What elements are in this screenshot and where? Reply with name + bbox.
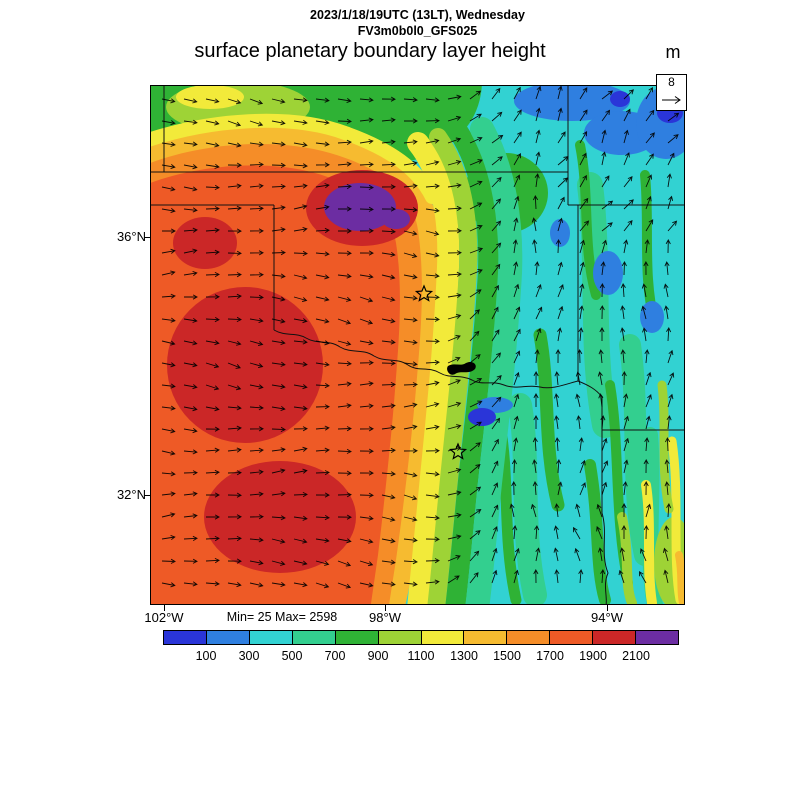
colorbar-tick-label: 500 [281,649,303,663]
pbl-top-yellow [176,85,244,109]
colorbar-tick-label: 1300 [450,649,478,663]
axis-tick [607,605,608,611]
map-area [150,85,685,605]
lake-blob [447,361,476,375]
page-title: surface planetary boundary layer height [194,40,546,62]
lon-tick-label-98w: 98°W [369,610,401,625]
lat-tick-label-32n: 32°N [116,487,146,502]
colorbar-cell [507,630,551,645]
colorbar-tick-label: 700 [324,649,346,663]
reference-arrow-icon [661,96,681,104]
colorbar-tick-label: 900 [367,649,389,663]
pbl-max-purple-blob [324,183,410,231]
lon-tick-label-94w: 94°W [591,610,623,625]
colorbar-cell [378,630,422,645]
reference-vector-box: 8 [656,74,687,111]
colorbar-cell [593,630,637,645]
axis-tick [385,605,386,611]
colorbar-cell [421,630,465,645]
colorbar-cell [163,630,207,645]
colorbar-cell [249,630,293,645]
colorbar-cell [206,630,250,645]
colorbar-tick-label: 1700 [536,649,564,663]
colorbar [163,630,680,645]
pbl-transition-bands [150,113,523,605]
header-datetime: 2023/1/18/19UTC (13LT), Wednesday [310,8,525,22]
wind-arrows [161,85,680,589]
state-borders [150,85,685,605]
reference-vector-value: 8 [668,75,675,89]
lon-tick-label-102w: 102°W [144,610,184,625]
unit-label: m [665,42,681,62]
axis-tick [144,495,150,496]
colorbar-cell [335,630,379,645]
map-frame [150,85,685,605]
colorbar-tick-label: 100 [195,649,217,663]
colorbar-cell [464,630,508,645]
colorbar-cell [292,630,336,645]
minmax-label: Min= 25 Max= 2598 [226,610,338,624]
city-star-marker [414,284,434,302]
colorbar-tick-label: 1100 [407,649,435,663]
axis-tick [144,237,150,238]
pbl-deepblue-spot [468,408,496,426]
axis-tick [164,605,165,611]
colorbar-cell [550,630,594,645]
lat-tick-label-36n: 36°N [116,229,146,244]
colorbar-tick-label: 300 [238,649,260,663]
colorbar-tick-label: 1500 [493,649,521,663]
pbl-contour-map [150,85,685,605]
colorbar-cell [636,630,680,645]
header-model: FV3m0b0l0_GFS025 [357,24,478,38]
colorbar-tick-label: 1900 [579,649,607,663]
colorbar-tick-label: 2100 [622,649,650,663]
